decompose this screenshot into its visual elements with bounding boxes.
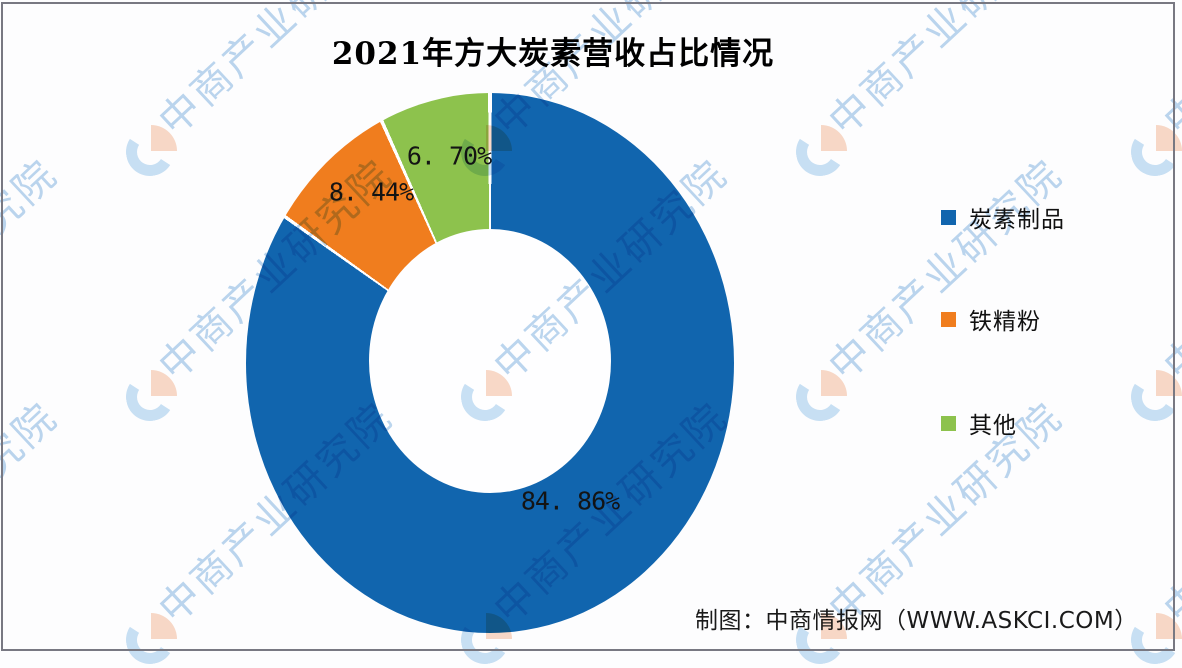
watermark-logo-icon — [1126, 123, 1182, 181]
legend-item-carbon-products: 炭素制品 — [941, 200, 1065, 234]
legend-item-other: 其他 — [941, 406, 1017, 440]
watermark-logo-wedge-icon — [821, 370, 847, 396]
watermark-logo-wedge-icon — [151, 125, 177, 151]
legend-label-carbon-products: 炭素制品 — [969, 207, 1065, 233]
slice-label-other: 6. 70% — [406, 141, 492, 171]
legend-swatch-other-icon — [941, 415, 956, 431]
watermark-logo-wedge-icon — [151, 370, 177, 396]
watermark-text: 中商产业研究院 — [820, 150, 1072, 390]
watermark-logo-wedge-icon — [1156, 370, 1182, 396]
watermark-logo-icon — [1126, 368, 1182, 426]
watermark-text: 中商产业研究院 — [1155, 150, 1182, 390]
watermark-unit: 中商产业研究院 — [791, 151, 1072, 426]
legend-label-other: 其他 — [969, 413, 1017, 439]
watermark-text: 中商产业研究院 — [0, 0, 67, 145]
watermark-text: 中商产业研究院 — [820, 0, 1072, 145]
legend-label-iron-concentrate: 铁精粉 — [969, 309, 1041, 335]
watermark-unit: 中商产业研究院 — [1126, 151, 1182, 426]
watermark-unit: 中商产业研究院 — [121, 151, 402, 426]
legend-swatch-iron-concentrate-icon — [941, 311, 956, 327]
watermark-text: 中商产业研究院 — [0, 393, 67, 633]
watermark-logo-icon — [791, 368, 849, 426]
watermark-text: 中商产业研究院 — [1155, 0, 1182, 145]
watermark-logo-wedge-icon — [821, 125, 847, 151]
watermark-logo-icon — [121, 123, 179, 181]
watermark-logo-icon — [121, 368, 179, 426]
watermark-unit: 中商产业研究院 — [791, 0, 1072, 181]
watermark-text: 中商产业研究院 — [1155, 393, 1182, 633]
watermark-logo-wedge-icon — [151, 613, 177, 639]
watermark-text: 中商产业研究院 — [0, 150, 67, 390]
watermark-logo-icon — [791, 123, 849, 181]
legend-item-iron-concentrate: 铁精粉 — [941, 302, 1041, 336]
watermark-logo-wedge-icon — [1156, 613, 1182, 639]
slice-label-iron-concentrate: 8. 44% — [328, 177, 414, 207]
slice-label-carbon-products: 84. 86% — [520, 486, 620, 516]
watermark-logo-wedge-icon — [1156, 125, 1182, 151]
watermark-unit: 中商产业研究院 — [121, 394, 402, 668]
legend-swatch-carbon-products-icon — [941, 209, 956, 225]
watermark-unit: 中商产业研究院 — [1126, 0, 1182, 181]
donut-hole — [369, 229, 611, 493]
page-title: 2021年方大炭素营收占比情况 — [331, 36, 775, 72]
attribution-text: 制图：中商情报网（WWW.ASKCI.COM） — [695, 608, 1138, 634]
watermark-unit: 中商产业研究院 — [121, 0, 402, 181]
watermark-logo-icon — [121, 611, 179, 668]
